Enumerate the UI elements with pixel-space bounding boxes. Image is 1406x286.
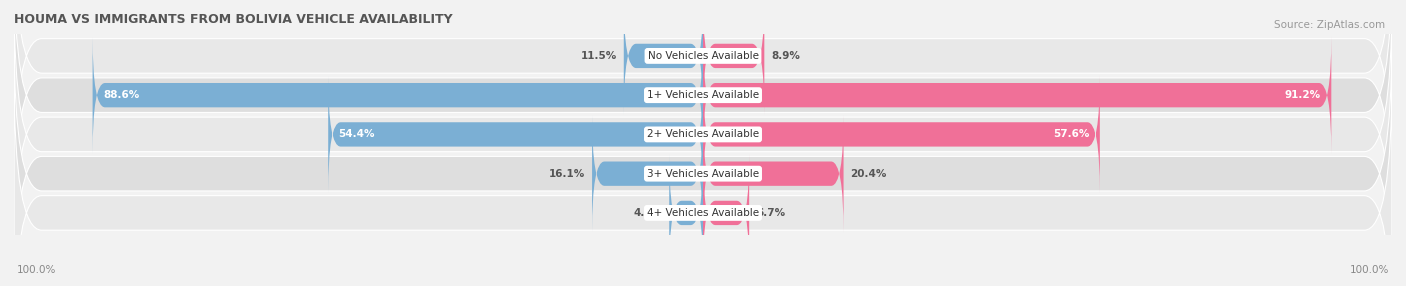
- Text: Source: ZipAtlas.com: Source: ZipAtlas.com: [1274, 20, 1385, 30]
- Text: 2+ Vehicles Available: 2+ Vehicles Available: [647, 130, 759, 139]
- FancyBboxPatch shape: [703, 37, 1331, 154]
- FancyBboxPatch shape: [703, 154, 749, 271]
- Text: 57.6%: 57.6%: [1053, 130, 1090, 139]
- FancyBboxPatch shape: [703, 115, 844, 232]
- FancyBboxPatch shape: [592, 115, 703, 232]
- FancyBboxPatch shape: [14, 0, 1392, 196]
- Text: 11.5%: 11.5%: [581, 51, 617, 61]
- FancyBboxPatch shape: [93, 37, 703, 154]
- FancyBboxPatch shape: [14, 0, 1392, 274]
- Text: 91.2%: 91.2%: [1285, 90, 1322, 100]
- Text: 4+ Vehicles Available: 4+ Vehicles Available: [647, 208, 759, 218]
- FancyBboxPatch shape: [703, 0, 765, 114]
- Text: 8.9%: 8.9%: [772, 51, 800, 61]
- FancyBboxPatch shape: [624, 0, 703, 114]
- FancyBboxPatch shape: [669, 154, 703, 271]
- Text: 4.9%: 4.9%: [633, 208, 662, 218]
- Text: 88.6%: 88.6%: [103, 90, 139, 100]
- Text: No Vehicles Available: No Vehicles Available: [648, 51, 758, 61]
- Text: 1+ Vehicles Available: 1+ Vehicles Available: [647, 90, 759, 100]
- FancyBboxPatch shape: [703, 76, 1099, 193]
- Text: 100.0%: 100.0%: [1350, 265, 1389, 275]
- Text: 6.7%: 6.7%: [756, 208, 785, 218]
- FancyBboxPatch shape: [328, 76, 703, 193]
- Text: HOUMA VS IMMIGRANTS FROM BOLIVIA VEHICLE AVAILABILITY: HOUMA VS IMMIGRANTS FROM BOLIVIA VEHICLE…: [14, 13, 453, 26]
- Text: 3+ Vehicles Available: 3+ Vehicles Available: [647, 169, 759, 179]
- Text: 20.4%: 20.4%: [851, 169, 887, 179]
- FancyBboxPatch shape: [14, 73, 1392, 286]
- FancyBboxPatch shape: [14, 0, 1392, 235]
- Text: 100.0%: 100.0%: [17, 265, 56, 275]
- Text: 16.1%: 16.1%: [548, 169, 585, 179]
- Text: 54.4%: 54.4%: [339, 130, 375, 139]
- FancyBboxPatch shape: [14, 34, 1392, 286]
